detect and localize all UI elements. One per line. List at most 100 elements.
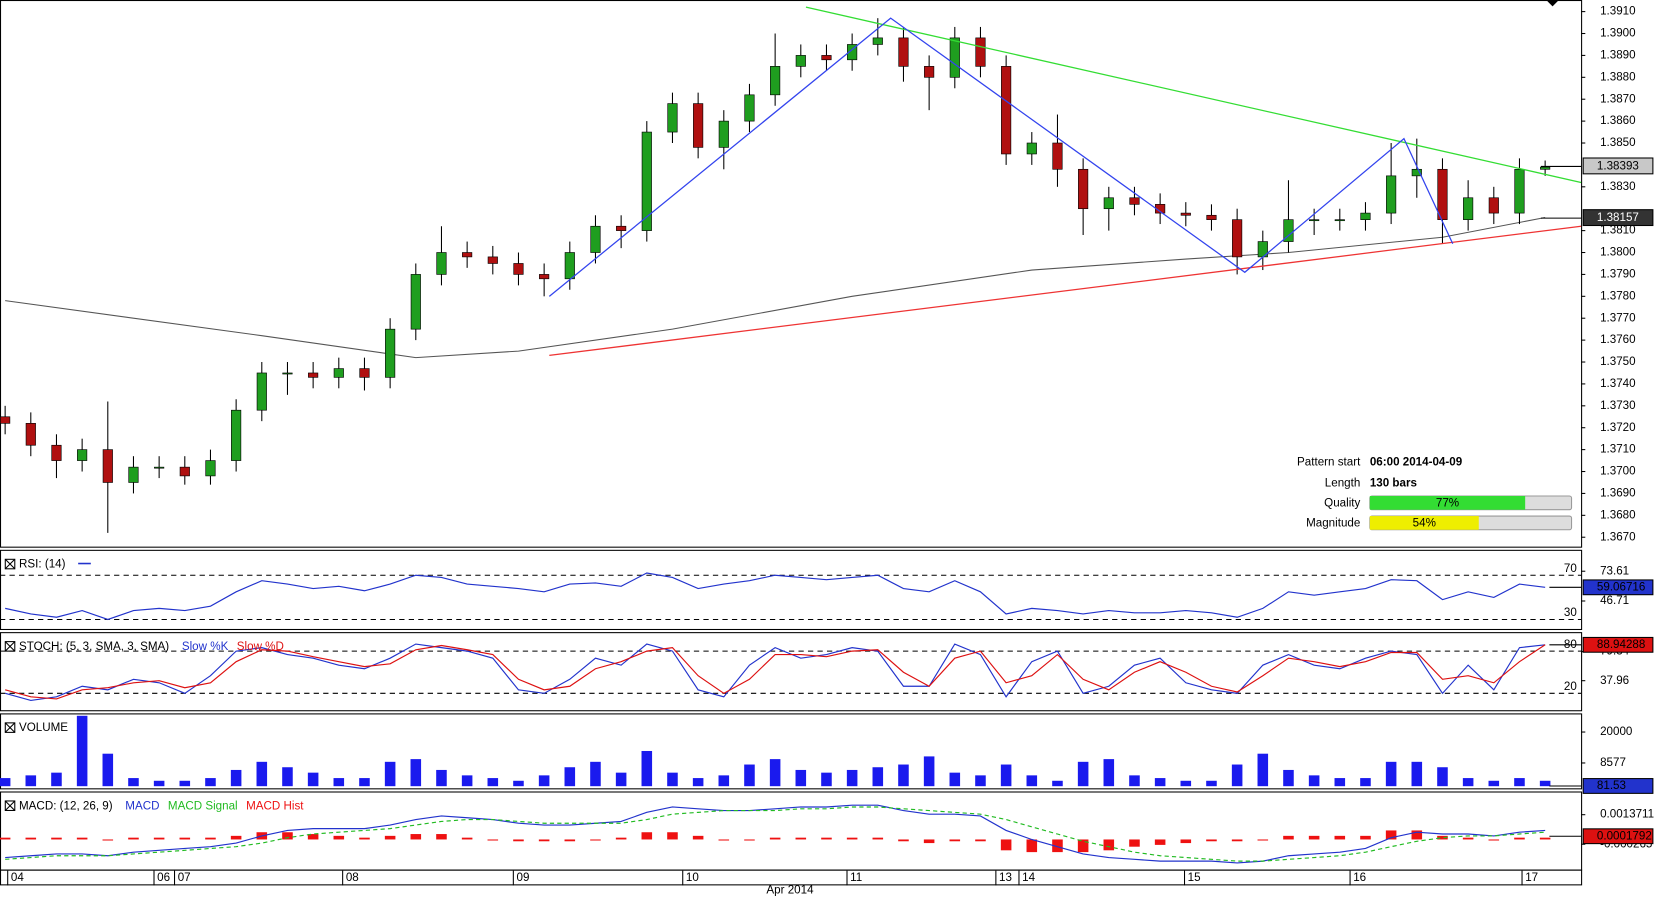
pattern-info-label: Length bbox=[1325, 476, 1361, 489]
y-tick-label: 1.3910 bbox=[1600, 5, 1636, 18]
y-tick-label: 73.61 bbox=[1600, 564, 1629, 577]
histogram-bar bbox=[641, 832, 653, 840]
candle-body bbox=[436, 252, 447, 275]
pattern-info-label: Magnitude bbox=[1306, 516, 1360, 529]
candle-body bbox=[898, 37, 909, 67]
gauge-fill bbox=[1369, 495, 1526, 510]
candle-body bbox=[1463, 197, 1474, 220]
y-tick-label: 1.3880 bbox=[1600, 70, 1636, 83]
series-line bbox=[5, 572, 1546, 621]
volume-bar bbox=[590, 761, 601, 787]
volume-bar bbox=[1257, 753, 1269, 787]
candle-body bbox=[1052, 142, 1063, 170]
panel-checkbox bbox=[4, 722, 16, 733]
level-label: 70 bbox=[1564, 562, 1577, 575]
candle-body bbox=[1437, 168, 1448, 220]
histogram-bar bbox=[1026, 839, 1038, 853]
volume-bar bbox=[487, 778, 499, 787]
volume-bar bbox=[1283, 769, 1294, 787]
volume-bar bbox=[1103, 759, 1115, 787]
volume-bar bbox=[564, 767, 576, 787]
panel-title: STOCH: (5, 3, SMA, 3, SMA) bbox=[19, 640, 169, 653]
volume-bar bbox=[1154, 778, 1166, 787]
volume-bar bbox=[1488, 780, 1500, 787]
y-tick-label: 1.3710 bbox=[1600, 443, 1636, 456]
histogram-bar bbox=[1488, 839, 1500, 841]
y-tick-label: 1.3900 bbox=[1600, 27, 1636, 40]
candle-body bbox=[487, 256, 498, 264]
candle-body bbox=[410, 274, 421, 330]
volume-bar bbox=[1026, 775, 1038, 787]
volume-bar bbox=[128, 778, 139, 787]
histogram-bar bbox=[487, 839, 499, 841]
pattern-info-value: 130 bars bbox=[1370, 476, 1417, 489]
volume-bar bbox=[667, 772, 678, 787]
histogram-bar bbox=[1385, 830, 1397, 840]
histogram-bar bbox=[1411, 830, 1423, 840]
x-axis-panel bbox=[0, 869, 1583, 886]
histogram-bar bbox=[461, 837, 473, 840]
candle-body bbox=[128, 466, 139, 483]
histogram-bar bbox=[590, 839, 601, 841]
y-tick-label: 8577 bbox=[1600, 756, 1626, 769]
candle-body bbox=[179, 466, 190, 477]
candle-body bbox=[1283, 219, 1294, 242]
candle-body bbox=[795, 55, 806, 67]
y-tick-label: 1.3670 bbox=[1600, 530, 1636, 543]
candle-body bbox=[256, 372, 267, 411]
legend-entry: Slow %D bbox=[237, 640, 284, 653]
histogram-bar bbox=[1360, 835, 1371, 840]
volume-bar bbox=[872, 767, 884, 787]
candle-body bbox=[872, 37, 883, 45]
candle-body bbox=[1129, 197, 1140, 205]
volume-bar bbox=[230, 769, 242, 787]
histogram-bar bbox=[436, 834, 447, 840]
last-value-box bbox=[1582, 579, 1654, 596]
legend-entry: Slow %K bbox=[182, 640, 229, 653]
y-tick-label: 1.3800 bbox=[1600, 246, 1636, 259]
candle-body bbox=[770, 66, 781, 96]
volume-bar bbox=[769, 759, 781, 787]
volume-bar bbox=[1129, 775, 1140, 787]
candle-body bbox=[231, 409, 242, 461]
y-tick-label: 1.3890 bbox=[1600, 48, 1636, 61]
volume-bar bbox=[795, 769, 807, 787]
price-marker-box bbox=[1582, 157, 1654, 175]
y-tick-label: 1.3690 bbox=[1600, 486, 1636, 499]
volume-bar bbox=[615, 772, 627, 787]
volume-bar bbox=[538, 775, 550, 787]
volume-bar bbox=[1360, 778, 1371, 787]
histogram-bar bbox=[975, 839, 986, 842]
volume-bar bbox=[1000, 764, 1012, 787]
histogram-bar bbox=[282, 832, 293, 840]
histogram-bar bbox=[1103, 839, 1115, 851]
histogram-bar bbox=[1154, 839, 1166, 845]
histogram-bar bbox=[1283, 835, 1294, 840]
last-value-label: 81.53 bbox=[1597, 779, 1626, 792]
histogram-bar bbox=[513, 839, 524, 842]
last-value-box bbox=[1582, 778, 1654, 794]
x-tick-label: 08 bbox=[346, 871, 359, 884]
candle-body bbox=[539, 274, 550, 280]
volume-bar bbox=[923, 756, 935, 787]
volume-bar bbox=[25, 775, 37, 787]
volume-bar bbox=[641, 750, 653, 787]
histogram-bar bbox=[1000, 839, 1012, 851]
panel-checkbox-x bbox=[4, 558, 16, 570]
level-label: 20 bbox=[1564, 680, 1577, 693]
y-tick-label: 1.3780 bbox=[1600, 289, 1636, 302]
volume-bar bbox=[949, 772, 961, 787]
gauge-label: 77% bbox=[1436, 496, 1459, 509]
candle-body bbox=[1103, 197, 1114, 210]
histogram-bar bbox=[898, 839, 909, 842]
volume-bar bbox=[76, 715, 88, 787]
candle-body bbox=[744, 94, 755, 122]
pattern-line bbox=[548, 17, 1454, 297]
last-value-box bbox=[1582, 636, 1654, 653]
x-tick-label: 04 bbox=[11, 871, 24, 884]
panel-title: MACD: (12, 26, 9) bbox=[19, 799, 113, 812]
panel-checkbox-x bbox=[4, 641, 16, 652]
volume-bar bbox=[51, 772, 62, 787]
histogram-bar bbox=[153, 837, 165, 840]
